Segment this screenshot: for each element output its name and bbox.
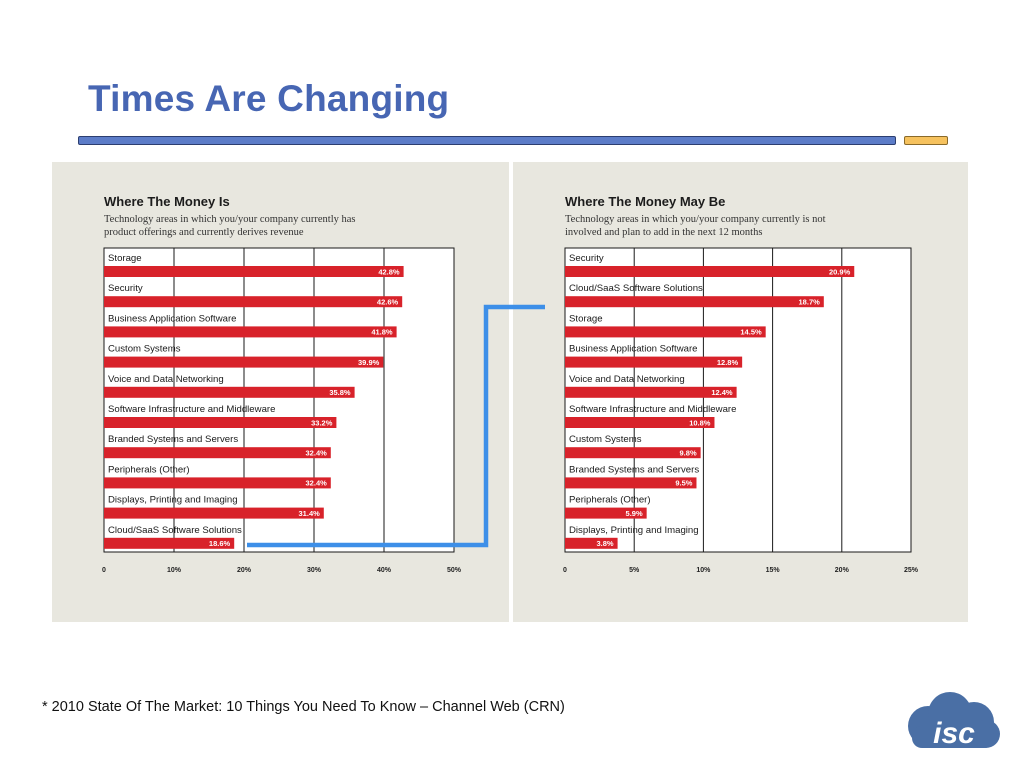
x-tick-label: 50% xyxy=(447,567,462,574)
bar xyxy=(104,507,324,519)
x-tick-label: 10% xyxy=(696,567,711,574)
chart-panel-future: Where The Money May Be Technology areas i… xyxy=(513,162,968,622)
chart-subtitle-line: Technology areas in which you/your compa… xyxy=(565,214,826,225)
bar-value-label: 12.4% xyxy=(711,388,733,397)
bar-value-label: 5.9% xyxy=(626,509,643,518)
category-label: Custom Systems xyxy=(108,344,181,355)
x-tick-label: 10% xyxy=(167,567,182,574)
bar-value-label: 31.4% xyxy=(299,509,321,518)
category-label: Cloud/SaaS Software Solutions xyxy=(569,283,703,294)
bar-value-label: 41.8% xyxy=(371,328,393,337)
x-tick-label: 25% xyxy=(904,567,919,574)
chart-title: Where The Money May Be xyxy=(565,194,725,209)
bar-value-label: 32.4% xyxy=(306,449,328,458)
bar xyxy=(104,477,331,489)
bar-value-label: 9.5% xyxy=(675,479,692,488)
bar xyxy=(104,266,404,277)
bar xyxy=(104,356,384,368)
category-label: Peripherals (Other) xyxy=(108,464,190,475)
bar xyxy=(565,326,766,338)
category-label: Branded Systems and Servers xyxy=(108,434,238,445)
bar-value-label: 14.5% xyxy=(740,328,762,337)
chart-subtitle-line: Technology areas in which you/your compa… xyxy=(104,214,355,225)
bar xyxy=(104,386,355,398)
bar xyxy=(565,537,618,549)
x-tick-label: 5% xyxy=(629,567,640,574)
x-tick-label: 30% xyxy=(307,567,322,574)
category-label: Cloud/SaaS Software Solutions xyxy=(108,525,242,536)
category-label: Software Infrastructure and Middleware xyxy=(108,404,275,415)
x-tick-label: 15% xyxy=(766,567,781,574)
category-label: Branded Systems and Servers xyxy=(569,464,699,475)
bar xyxy=(104,417,337,428)
bar xyxy=(565,477,697,489)
bar-value-label: 20.9% xyxy=(829,267,851,276)
bar xyxy=(565,417,715,428)
category-label: Business Application Software xyxy=(108,313,237,324)
category-label: Displays, Printing and Imaging xyxy=(108,495,238,506)
category-label: Voice and Data Networking xyxy=(108,374,224,385)
category-label: Voice and Data Networking xyxy=(569,374,685,385)
chart-title: Where The Money Is xyxy=(104,194,230,209)
x-tick-label: 20% xyxy=(237,567,252,574)
bar xyxy=(565,447,701,459)
bar-value-label: 18.7% xyxy=(799,298,821,307)
category-label: Displays, Printing and Imaging xyxy=(569,525,699,536)
bar xyxy=(104,326,397,338)
category-label: Peripherals (Other) xyxy=(569,495,651,506)
category-label: Software Infrastructure and Middleware xyxy=(569,404,736,415)
bar xyxy=(565,296,824,308)
slide-title: Times Are Changing xyxy=(88,78,450,119)
chart-current-revenue: Where The Money Is Technology areas in wh… xyxy=(102,194,462,574)
bar-value-label: 42.8% xyxy=(378,267,400,276)
category-label: Security xyxy=(108,283,143,294)
source-footnote: * 2010 State Of The Market: 10 Things Yo… xyxy=(42,699,565,715)
isc-logo: isc xyxy=(898,688,1002,754)
category-label: Storage xyxy=(569,313,603,324)
bar-value-label: 3.8% xyxy=(596,539,613,548)
x-tick-label: 0 xyxy=(102,567,106,574)
bar xyxy=(565,507,647,519)
bar-value-label: 18.6% xyxy=(209,539,231,548)
bar-value-label: 12.8% xyxy=(717,358,739,367)
bar-value-label: 9.8% xyxy=(680,449,697,458)
chart-subtitle-line: involved and plan to add in the next 12 … xyxy=(565,227,762,238)
chart-future-revenue: Where The Money May Be Technology areas i… xyxy=(563,194,919,574)
category-label: Custom Systems xyxy=(569,434,642,445)
bar-value-label: 32.4% xyxy=(306,479,328,488)
bar xyxy=(565,386,737,398)
bar-value-label: 33.2% xyxy=(311,418,333,427)
x-tick-label: 40% xyxy=(377,567,392,574)
category-label: Business Application Software xyxy=(569,344,698,355)
title-underline xyxy=(78,136,896,145)
chart-panel-current: Where The Money Is Technology areas in wh… xyxy=(52,162,509,622)
x-tick-label: 0 xyxy=(563,567,567,574)
cloud-logo-icon: isc xyxy=(908,692,1000,750)
logo-text: isc xyxy=(933,717,975,750)
bar xyxy=(104,447,331,459)
bar-value-label: 39.9% xyxy=(358,358,380,367)
x-tick-label: 20% xyxy=(835,567,850,574)
bar xyxy=(104,537,235,549)
bar-value-label: 10.8% xyxy=(689,418,711,427)
bar-value-label: 35.8% xyxy=(329,388,351,397)
bar xyxy=(565,356,743,368)
category-label: Security xyxy=(569,253,604,264)
category-label: Storage xyxy=(108,253,142,264)
chart-subtitle-line: product offerings and currently derives … xyxy=(104,227,304,238)
bar-value-label: 42.6% xyxy=(377,298,399,307)
bar xyxy=(104,296,403,308)
plot-frame xyxy=(103,247,455,553)
title-accent-bar xyxy=(904,136,948,145)
bar xyxy=(565,266,855,277)
